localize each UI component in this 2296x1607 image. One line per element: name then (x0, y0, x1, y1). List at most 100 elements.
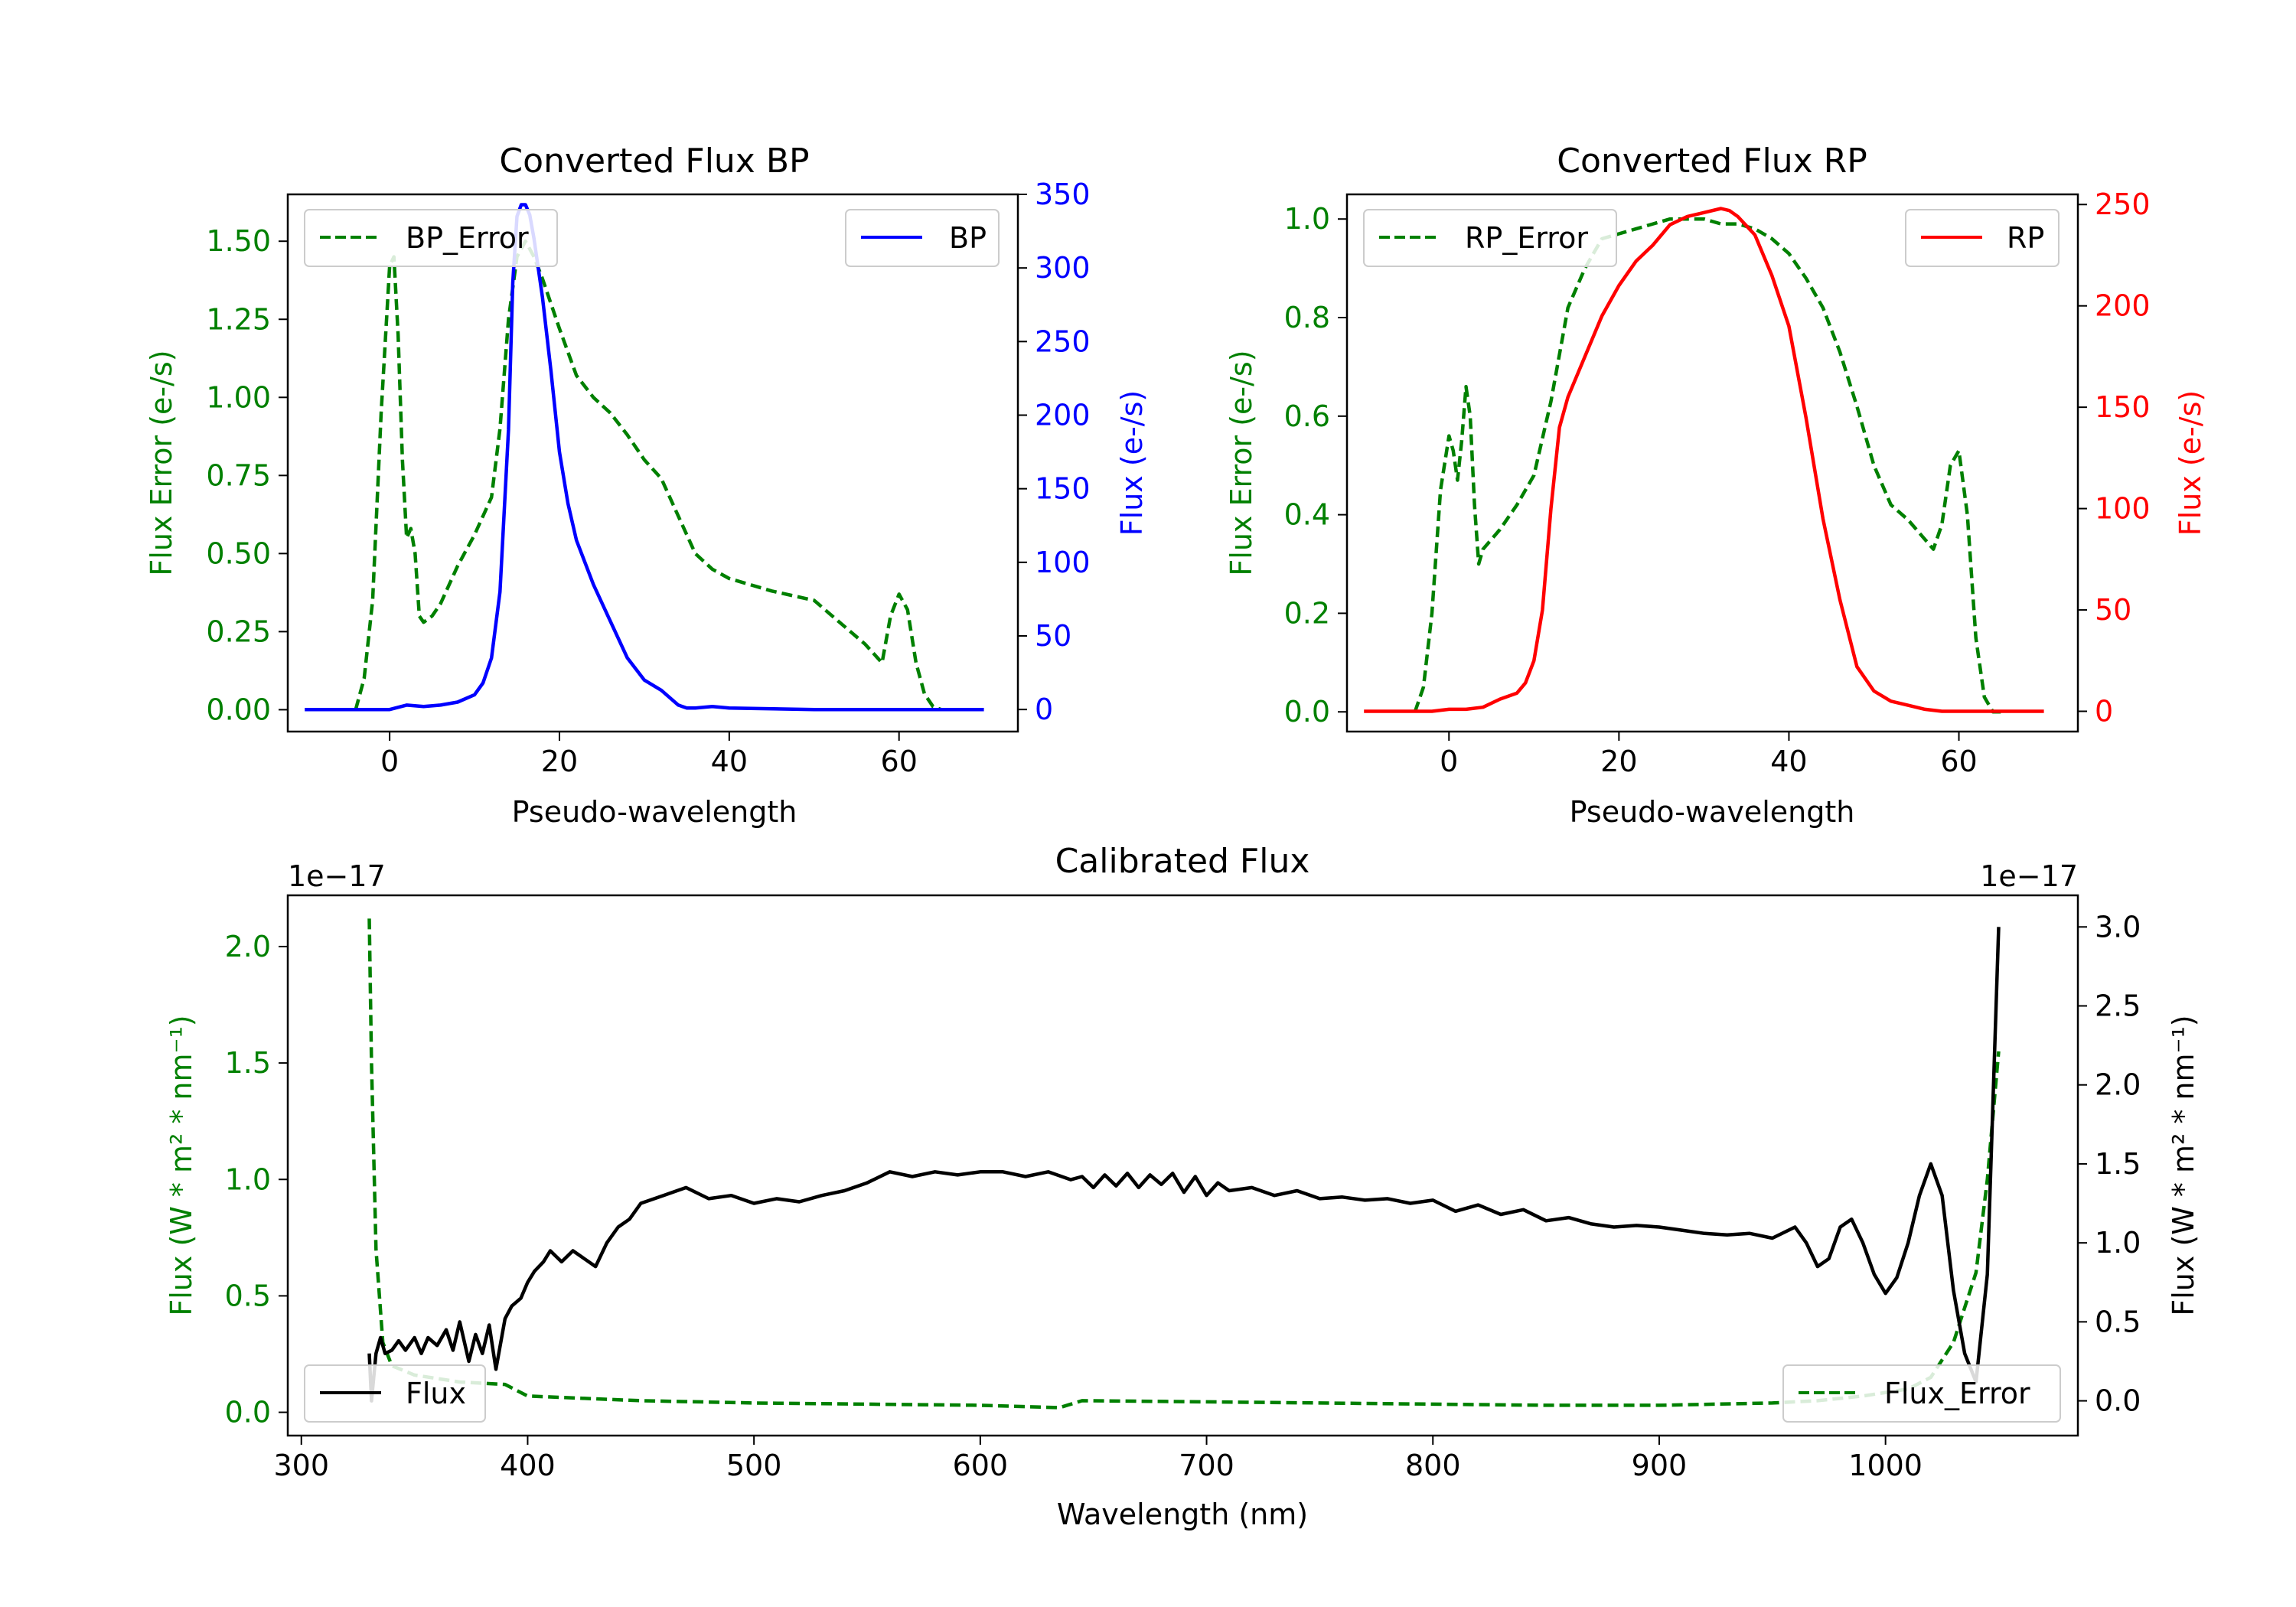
left-tick-label: 0.50 (206, 536, 271, 570)
legend-label: Flux (406, 1377, 466, 1410)
rp-error-legend: RP_Error (1363, 209, 1617, 267)
x-tick-label: 400 (500, 1449, 556, 1482)
right-tick-label: 0 (2095, 695, 2113, 729)
x-tick-label: 1000 (1848, 1449, 1923, 1482)
cal-right-ticks: 0.0 0.5 1.0 1.5 2.0 2.5 3.0 (2078, 910, 2141, 1418)
series-line-rp (1364, 207, 2044, 713)
rp-right-ticks: 0 50 100 150 200 250 (2078, 187, 2151, 729)
x-tick-label: 600 (953, 1449, 1009, 1482)
rp-right-axis-label: Flux (e-/s) (2174, 390, 2207, 536)
series-line-rp-error (1413, 217, 2002, 714)
left-tick-label: 0.25 (206, 614, 271, 648)
right-tick-label: 100 (2095, 492, 2151, 526)
right-tick-label: 200 (1035, 398, 1091, 432)
rp-lines (1364, 207, 2044, 714)
rp-title: Converted Flux RP (1557, 142, 1867, 181)
x-tick-label: 20 (541, 745, 578, 778)
left-tick-label: 0.8 (1284, 301, 1330, 334)
cal-x-label: Wavelength (nm) (1057, 1498, 1308, 1531)
bp-plot-area (286, 193, 1019, 733)
right-tick-label: 50 (1035, 619, 1071, 653)
legend-label: RP_Error (1465, 221, 1588, 255)
legend-label: Flux_Error (1884, 1377, 2030, 1410)
right-tick-label: 200 (2095, 289, 2151, 323)
bp-title: Converted Flux BP (499, 142, 809, 181)
left-tick-label: 0.0 (225, 1396, 271, 1429)
right-tick-label: 2.5 (2095, 989, 2141, 1023)
bp-right-ticks: 0 50 100 150 200 250 300 350 (1018, 178, 1091, 726)
right-tick-label: 3.0 (2095, 910, 2141, 944)
x-tick-label: 500 (726, 1449, 782, 1482)
x-tick-label: 40 (1770, 745, 1807, 778)
left-tick-label: 1.50 (206, 224, 271, 258)
bp-left-ticks: 0.00 0.25 0.50 0.75 1.00 1.25 1.50 (206, 224, 288, 726)
right-tick-label: 100 (1035, 546, 1091, 579)
rp-left-axis-label: Flux Error (e-/s) (1225, 350, 1258, 575)
x-tick-label: 0 (1440, 745, 1458, 778)
right-tick-label: 300 (1035, 251, 1091, 285)
cal-left-offset: 1e−17 (288, 859, 386, 893)
left-tick-label: 0.5 (225, 1279, 271, 1312)
right-tick-label: 1.5 (2095, 1147, 2141, 1181)
rp-plot-area (1345, 193, 2079, 733)
x-tick-label: 60 (1940, 745, 1977, 778)
cal-right-axis-label: Flux (W * m² * nm⁻¹) (2167, 1015, 2200, 1315)
legend-label: RP (2007, 221, 2044, 255)
right-tick-label: 350 (1035, 178, 1091, 211)
legend-label: BP_Error (406, 221, 529, 255)
bp-lines (305, 203, 984, 712)
x-tick-label: 900 (1632, 1449, 1688, 1482)
rp-left-ticks: 0.0 0.2 0.4 0.6 0.8 1.0 (1284, 202, 1347, 729)
right-tick-label: 0.0 (2095, 1384, 2141, 1418)
legend-box (1363, 209, 1617, 267)
cal-right-offset: 1e−17 (1980, 859, 2078, 893)
left-tick-label: 1.5 (225, 1046, 271, 1080)
left-tick-label: 0.4 (1284, 498, 1330, 532)
series-line-bp (305, 203, 984, 712)
bp-left-axis-label: Flux Error (e-/s) (145, 350, 178, 575)
cal-error-legend: Flux_Error (1782, 1364, 2061, 1423)
bp-error-legend: BP_Error (304, 209, 558, 267)
cal-left-ticks: 0.0 0.5 1.0 1.5 2.0 (225, 930, 288, 1429)
right-tick-label: 250 (2095, 187, 2151, 221)
calibrated-plot-area (286, 894, 2079, 1437)
bp-flux-legend: BP (845, 209, 1000, 267)
x-tick-label: 60 (881, 745, 918, 778)
right-tick-label: 50 (2095, 593, 2131, 627)
right-tick-label: 0.5 (2095, 1305, 2141, 1338)
left-tick-label: 0.0 (1284, 695, 1330, 729)
left-tick-label: 0.2 (1284, 596, 1330, 630)
right-tick-label: 0 (1035, 693, 1053, 726)
series-line-bp-error (354, 239, 942, 712)
left-tick-label: 1.0 (225, 1162, 271, 1196)
x-tick-label: 800 (1405, 1449, 1461, 1482)
rp-flux-legend: RP (1905, 209, 2060, 267)
cal-x-ticks: 300 400 500 600 700 800 900 1000 (273, 1436, 1923, 1482)
left-tick-label: 1.00 (206, 380, 271, 414)
right-tick-label: 150 (2095, 390, 2151, 424)
x-tick-label: 40 (711, 745, 748, 778)
legend-label: BP (949, 221, 987, 255)
right-tick-label: 150 (1035, 472, 1091, 506)
bp-panel: Converted Flux BP 0 20 40 60 0.000.250.500.… (145, 142, 1149, 829)
legend-box (1782, 1364, 2061, 1423)
left-tick-label: 0.6 (1284, 399, 1330, 433)
calibrated-title: Calibrated Flux (1055, 842, 1310, 881)
x-tick-label: 0 (380, 745, 399, 778)
legend-box (304, 1364, 486, 1423)
rp-panel: Converted Flux RP 0 20 40 60 0.00.20.40.60.… (1225, 142, 2207, 829)
series-line-flux (367, 927, 2001, 1403)
cal-left-axis-label: Flux (W * m² * nm⁻¹) (165, 1015, 198, 1315)
bp-x-ticks: 0 20 40 60 (380, 732, 918, 778)
bp-right-axis-label: Flux (e-/s) (1115, 390, 1149, 536)
x-tick-label: 300 (273, 1449, 329, 1482)
right-tick-label: 250 (1035, 324, 1091, 358)
bp-x-label: Pseudo-wavelength (512, 795, 797, 829)
rp-x-ticks: 0 20 40 60 (1440, 732, 1978, 778)
left-tick-label: 0.75 (206, 458, 271, 492)
rp-x-label: Pseudo-wavelength (1570, 795, 1855, 829)
right-tick-label: 2.0 (2095, 1068, 2141, 1102)
calibrated-panel: Calibrated Flux 300 400 500 600 700 800 900 100… (165, 842, 2200, 1531)
right-tick-label: 1.0 (2095, 1226, 2141, 1260)
